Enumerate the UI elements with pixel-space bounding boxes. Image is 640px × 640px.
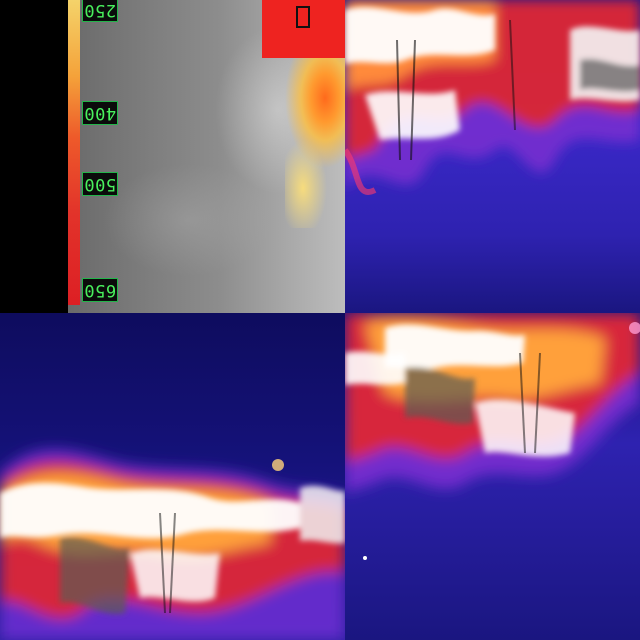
thermal-panel-top-right — [345, 0, 640, 313]
hot-region — [262, 0, 345, 58]
scale-label-650: 650 — [82, 278, 118, 302]
hot-flare — [285, 58, 345, 228]
thermal-panel-bottom-right — [345, 313, 640, 640]
scale-label-250: 250 — [82, 0, 118, 22]
thermal-image-top-right — [345, 0, 640, 313]
thermal-image-bottom-right — [345, 313, 640, 640]
target-marker — [296, 6, 310, 28]
grayscale-panel: 250 400 500 650 — [0, 0, 345, 313]
thermal-image-bottom-left — [0, 313, 345, 640]
scale-label-500: 500 — [82, 172, 118, 196]
thermal-panel-bottom-left — [0, 313, 345, 640]
scale-label-400: 400 — [82, 101, 118, 125]
temperature-scale-bar — [68, 0, 80, 305]
